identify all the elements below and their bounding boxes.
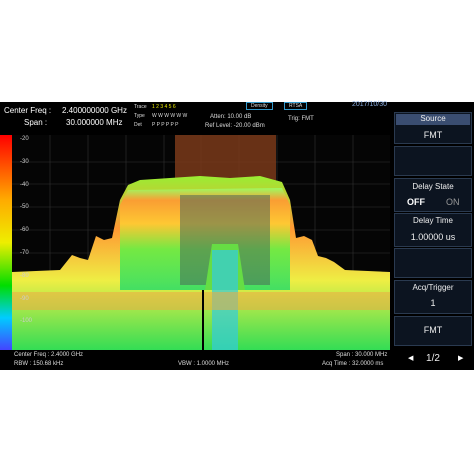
softkey-delay-time[interactable]: [394, 213, 472, 247]
y-tick-label: -40: [20, 181, 29, 188]
value: 2.400000000 GHz: [62, 106, 127, 115]
y-tick-label: -20: [20, 136, 29, 142]
softkey-fmt[interactable]: [394, 316, 472, 346]
softkey-empty[interactable]: [394, 146, 472, 176]
floor-band: [12, 292, 390, 310]
footer-text: Center Freq : 2.4000 GHz: [14, 352, 84, 358]
softkey-empty[interactable]: [394, 248, 472, 278]
softkey-acq-trigger[interactable]: [394, 280, 472, 314]
label: Type: [134, 113, 145, 119]
date: 2017/10/30: [352, 101, 388, 108]
value: 1 2 3 4 5 6: [152, 104, 176, 110]
y-tick-label: -100: [20, 318, 33, 325]
y-tick-label: -30: [20, 158, 29, 165]
label: Det: [134, 122, 142, 128]
label: Trig: FMT: [288, 116, 314, 122]
menu-title: Source: [396, 114, 470, 125]
y-tick-label: -60: [20, 227, 29, 234]
value: P P P P P P: [152, 122, 179, 128]
softkey-delay-state[interactable]: [394, 178, 472, 212]
page-indicator: 1/2: [426, 353, 440, 364]
toggle-on: ON: [446, 197, 460, 207]
next-page[interactable]: ▶: [458, 355, 464, 362]
footer-text: Span : 30.000 MHz: [336, 352, 388, 358]
menu-title: Acq/Trigger: [412, 283, 454, 292]
footer-text: RBW : 150.68 kHz: [14, 361, 64, 367]
value: W W W W W W: [152, 113, 188, 119]
menu-value: 1: [430, 298, 436, 308]
menu-value: 1.00000 us: [410, 232, 456, 242]
value: 30.000000 MHz: [66, 118, 123, 127]
toggle-off: OFF: [407, 197, 425, 207]
analyzer-tab[interactable]: RTSA: [284, 102, 308, 110]
mode-tab[interactable]: Density: [246, 102, 273, 110]
y-tick-label: -80: [20, 272, 29, 279]
menu-title: Delay State: [412, 182, 454, 191]
y-tick-label: -90: [20, 295, 29, 302]
footer-text: Acq Time : 32.0000 ms: [322, 361, 384, 367]
label: Ref Level: -20.00 dBm: [205, 123, 265, 129]
label: Span :: [24, 118, 48, 127]
y-tick-label: -70: [20, 250, 29, 256]
color-bar: [0, 135, 12, 350]
label: Center Freq :: [4, 106, 52, 115]
menu-value: FMT: [423, 325, 443, 335]
menu-value: FMT: [423, 130, 443, 140]
footer-text: VBW : 1.0000 MHz: [178, 361, 230, 367]
label: Atten: 10.00 dB: [210, 114, 252, 120]
trigger-mask: [175, 135, 276, 181]
label: Trace: [134, 104, 147, 110]
y-tick-label: -50: [20, 204, 29, 211]
menu-title: Delay Time: [412, 216, 453, 225]
prev-page[interactable]: ◀: [408, 355, 414, 362]
